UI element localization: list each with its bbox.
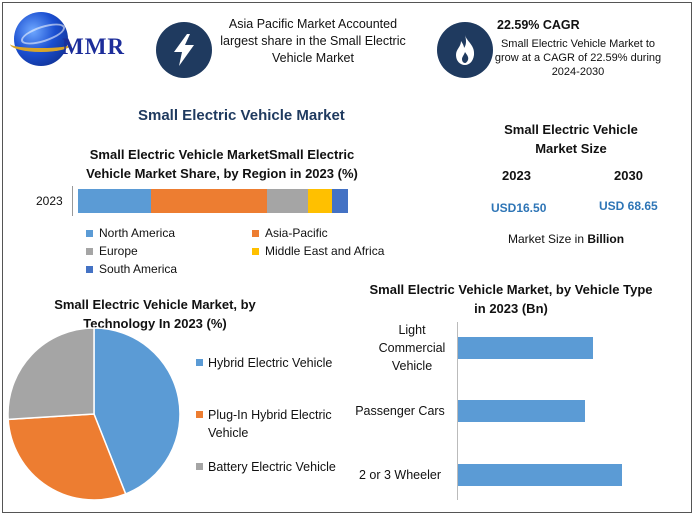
legend-swatch (86, 229, 93, 237)
legend-label: North America (99, 226, 176, 240)
technology-legend-item-hybrid-electric-vehicle: Hybrid Electric Vehicle (196, 354, 356, 372)
region-bar-segment-north-america (78, 189, 151, 213)
legend-swatch (196, 359, 203, 366)
region-bar-segment-south-america (331, 189, 348, 213)
vehicle-type-bar-2-or-3-wheeler (458, 464, 623, 486)
header-fact-asia: Asia Pacific Market Accounted largest sh… (220, 17, 406, 65)
market-size-year-2023: 2023 (502, 168, 531, 183)
market-size-value-2023: USD16.50 (491, 201, 547, 215)
region-bar-segment-middle-east-and-africa (307, 189, 332, 213)
region-chart-category-label: 2023 (36, 194, 63, 208)
technology-legend-item-plug-in-hybrid-electric-vehicle: Plug-In Hybrid Electric Vehicle (196, 406, 356, 442)
main-title: Small Electric Vehicle Market (138, 107, 345, 124)
region-legend-item-north-america: North America (86, 226, 175, 240)
region-chart-axis (72, 186, 73, 216)
legend-swatch (86, 265, 93, 273)
cagr-title: 22.59% CAGR (497, 18, 580, 32)
legend-swatch (86, 247, 93, 255)
region-bar-segment-europe (267, 189, 308, 213)
brand-logo-text: MMR (62, 34, 126, 59)
technology-pie-chart (7, 327, 181, 501)
legend-label: Plug-In Hybrid Electric Vehicle (208, 408, 332, 440)
vehicle-type-bar-chart: Light Commercial Vehicle Passenger Cars 2 … (350, 320, 680, 500)
technology-legend-item-battery-electric-vehicle: Battery Electric Vehicle (196, 458, 356, 476)
pie-slice-hybrid-electric-vehicle (93, 327, 181, 495)
pie-slice-battery-electric-vehicle (7, 327, 95, 421)
lightning-icon (156, 22, 212, 78)
region-legend-item-asia-pacific: Asia-Pacific (252, 226, 328, 240)
market-size-unit-prefix: Market Size in (508, 232, 588, 246)
legend-label: Battery Electric Vehicle (208, 460, 336, 474)
pie-slice-plug-in-hybrid-electric-vehicle (7, 413, 127, 501)
vehicle-type-label-passenger-cars: Passenger Cars (355, 404, 445, 418)
vehicle-type-chart-axis (457, 322, 458, 500)
legend-swatch (196, 463, 203, 470)
region-legend-item-south-america: South America (86, 262, 177, 276)
region-chart-legend: North America Asia-Pacific Europe Middle Ea… (86, 226, 406, 280)
region-stacked-bar (78, 189, 348, 213)
vehicle-type-chart-title: Small Electric Vehicle Market, by Vehicl… (369, 282, 653, 316)
legend-label: Asia-Pacific (265, 226, 328, 240)
market-size-value-2030: USD 68.65 (599, 199, 658, 213)
technology-chart-legend: Hybrid Electric Vehicle Plug-In Hybrid El… (196, 350, 356, 480)
vehicle-type-label-light-commercial-vehicle: Light Commercial Vehicle (378, 323, 446, 373)
flame-icon (437, 22, 493, 78)
logo-swoosh (10, 36, 72, 52)
legend-swatch (252, 247, 259, 255)
legend-swatch (252, 229, 259, 237)
region-bar-segment-asia-pacific (150, 189, 267, 213)
market-size-unit-note: Market Size in Billion (508, 232, 624, 246)
market-size-year-2030: 2030 (614, 168, 643, 183)
vehicle-type-label-2-or-3-wheeler: 2 or 3 Wheeler (359, 468, 441, 482)
market-size-unit: Billion (587, 232, 625, 246)
region-legend-item-middle-east-and-africa: Middle East and Africa (252, 244, 384, 258)
region-legend-item-europe: Europe (86, 244, 138, 258)
legend-swatch (196, 411, 203, 418)
legend-label: South America (99, 262, 178, 276)
market-size-title: Small Electric Vehicle Market Size (504, 122, 638, 156)
legend-label: Hybrid Electric Vehicle (208, 356, 333, 370)
legend-label: Middle East and Africa (265, 244, 385, 258)
legend-label: Europe (99, 244, 138, 258)
region-chart-title: Small Electric Vehicle MarketSmall Elect… (86, 147, 358, 181)
cagr-description: Small Electric Vehicle Market to grow at… (494, 38, 662, 78)
vehicle-type-bar-light-commercial-vehicle (458, 337, 594, 359)
technology-chart-title: Small Electric Vehicle Market, by Techno… (54, 297, 256, 331)
vehicle-type-bar-passenger-cars (458, 400, 586, 422)
